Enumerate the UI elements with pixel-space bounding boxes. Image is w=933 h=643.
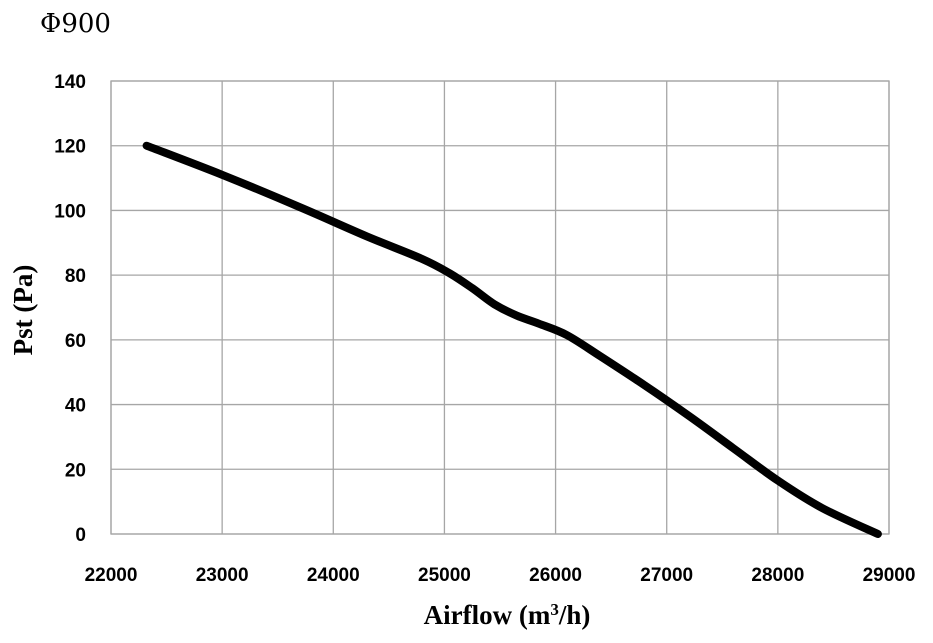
chart-series	[142, 141, 882, 538]
y-tick-label: 120	[54, 137, 86, 158]
y-tick-label: 140	[54, 72, 86, 93]
x-tick-label: 22000	[85, 565, 138, 586]
y-tick-label: 100	[54, 201, 86, 222]
x-tick-label: 29000	[863, 565, 916, 586]
y-axis-ticks: 0 20 40 60 80 100 120 140	[54, 72, 86, 546]
x-axis-ticks: 22000 23000 24000 25000 26000 27000 28000 29000	[85, 565, 916, 586]
x-tick-label: 23000	[196, 565, 249, 586]
chart-title: Φ900	[40, 9, 111, 39]
y-tick-label: 40	[65, 396, 86, 417]
plot-frame	[110, 80, 890, 535]
x-axis-label: Airflow (m3/h)	[424, 600, 591, 631]
y-tick-label: 0	[75, 525, 86, 546]
x-axis-label-superscript: 3	[550, 600, 559, 619]
x-axis-label-main: Airflow (m	[424, 600, 551, 630]
pressure-curve	[142, 141, 882, 538]
x-tick-label: 24000	[307, 565, 360, 586]
y-tick-label: 80	[65, 266, 86, 287]
x-tick-label: 27000	[640, 565, 693, 586]
y-tick-label: 60	[65, 331, 86, 352]
y-tick-label: 20	[65, 460, 86, 481]
chart-grid	[110, 80, 890, 535]
x-tick-label: 25000	[418, 565, 471, 586]
y-axis-label: Pst (Pa)	[8, 265, 38, 356]
x-tick-label: 28000	[751, 565, 804, 586]
x-axis-label-suffix: /h)	[558, 600, 591, 630]
x-tick-label: 26000	[529, 565, 582, 586]
